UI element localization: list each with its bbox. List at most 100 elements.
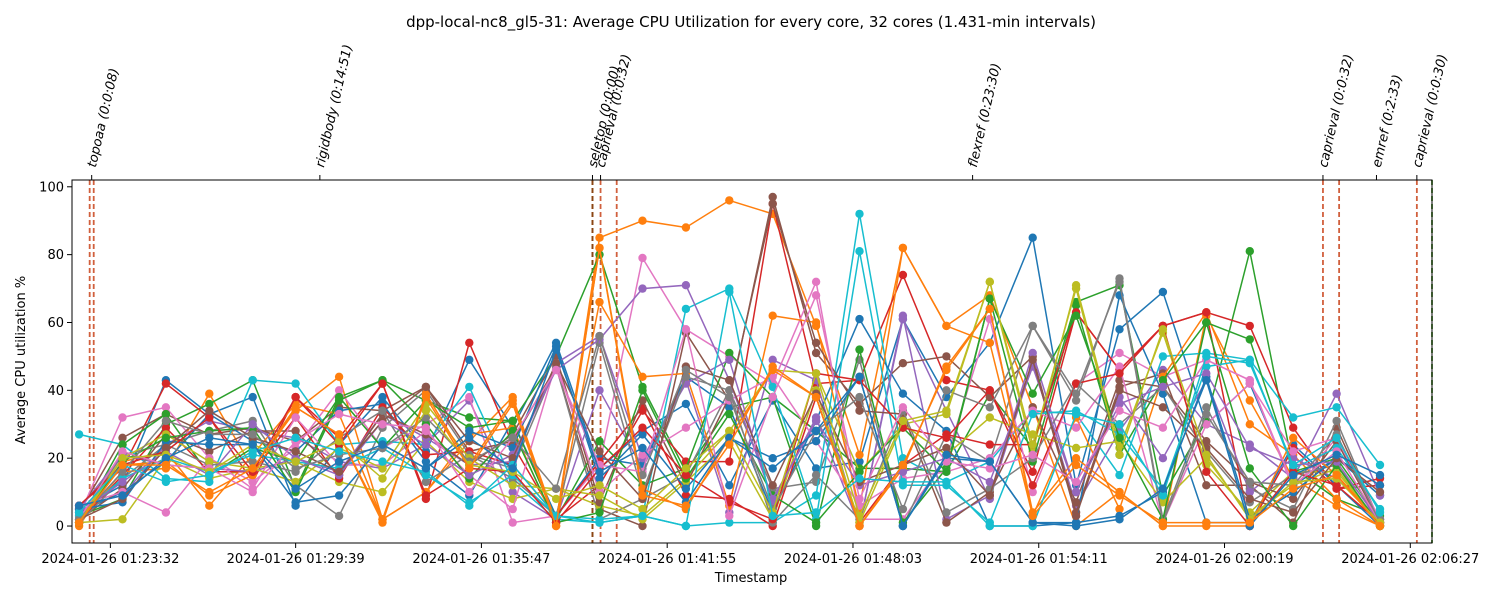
data-point <box>942 443 951 453</box>
data-point <box>118 491 127 500</box>
data-point <box>205 389 214 398</box>
data-point <box>768 511 777 521</box>
data-point <box>1071 477 1081 487</box>
data-point <box>725 440 734 449</box>
series-31 <box>74 345 1385 531</box>
data-point <box>1202 308 1211 317</box>
data-point <box>1202 376 1211 385</box>
data-point <box>1332 450 1341 459</box>
data-point <box>378 392 387 402</box>
data-point <box>378 515 387 524</box>
data-point <box>74 430 84 439</box>
data-point <box>1115 470 1124 480</box>
data-point <box>638 216 647 225</box>
data-point <box>74 501 84 510</box>
plot-frame <box>71 179 1433 544</box>
data-point <box>595 508 604 517</box>
data-point <box>855 372 864 381</box>
data-point <box>1115 277 1124 286</box>
data-point <box>465 382 474 392</box>
y-tick-label: 60 <box>47 316 64 331</box>
x-tick-label: 2024-01-26 01:54:11 <box>970 552 1108 567</box>
data-point <box>768 311 777 320</box>
data-point <box>638 504 647 514</box>
data-point <box>898 504 908 514</box>
data-point <box>1202 437 1211 446</box>
data-point <box>1158 403 1168 412</box>
data-point <box>1245 443 1255 453</box>
data-point <box>855 247 864 256</box>
data-point <box>291 433 300 442</box>
data-point <box>725 348 734 358</box>
data-point <box>985 294 994 303</box>
data-point <box>421 382 431 392</box>
data-point <box>1158 325 1168 334</box>
data-point <box>161 443 171 453</box>
data-point <box>551 484 561 493</box>
data-point <box>291 447 300 456</box>
data-point <box>465 501 474 510</box>
y-tick-label: 40 <box>47 384 64 399</box>
data-point <box>551 521 561 531</box>
data-point <box>1071 379 1081 388</box>
data-point <box>1071 409 1081 419</box>
x-tick-label: 2024-01-26 01:48:03 <box>784 552 922 567</box>
data-point <box>118 440 127 449</box>
data-point <box>1158 287 1168 297</box>
data-point <box>1115 362 1124 371</box>
data-point <box>595 297 604 307</box>
data-point <box>421 457 431 466</box>
data-point <box>638 511 647 521</box>
data-point <box>595 331 604 341</box>
data-point <box>1071 460 1081 470</box>
data-point <box>855 314 864 324</box>
event-label: caprieval (0:0:30) <box>1410 53 1451 169</box>
data-point <box>768 362 777 371</box>
data-point <box>1071 396 1081 405</box>
x-axis-label: Timestamp <box>714 571 788 586</box>
data-point <box>681 223 691 232</box>
data-point <box>74 508 84 517</box>
data-point <box>1158 352 1168 361</box>
data-point <box>768 392 777 402</box>
data-point <box>378 464 387 473</box>
data-point <box>378 420 387 429</box>
x-tick-label: 2024-01-26 02:06:27 <box>1341 552 1479 567</box>
data-point <box>768 199 777 208</box>
data-point <box>811 470 821 480</box>
data-point <box>1202 518 1211 527</box>
data-point <box>768 494 777 504</box>
data-point <box>638 253 647 263</box>
data-point <box>725 355 734 364</box>
data-point <box>1289 484 1298 493</box>
data-point <box>1202 369 1211 378</box>
data-point <box>942 376 951 385</box>
data-point <box>161 403 171 412</box>
data-point <box>508 399 517 409</box>
data-point <box>1375 521 1385 531</box>
data-point <box>248 440 257 449</box>
data-point <box>595 243 604 253</box>
data-point <box>1202 403 1211 412</box>
data-point <box>421 392 431 402</box>
data-point <box>508 426 517 436</box>
data-point <box>1332 470 1341 480</box>
data-point <box>811 437 821 446</box>
data-point <box>1245 335 1255 344</box>
data-point <box>248 392 257 402</box>
data-point <box>942 352 951 361</box>
data-point <box>681 399 691 409</box>
data-point <box>898 477 908 487</box>
data-point <box>421 440 431 449</box>
data-point <box>595 491 604 500</box>
x-tick-label: 2024-01-26 01:35:47 <box>412 552 550 567</box>
data-point <box>421 464 431 473</box>
data-point <box>1158 454 1168 463</box>
data-point <box>508 518 517 527</box>
x-tick-label: 2024-01-26 01:29:39 <box>227 552 365 567</box>
data-point <box>1115 369 1124 378</box>
data-point <box>378 440 387 449</box>
data-point <box>118 413 127 422</box>
event-label: caprieval (0:0:32) <box>1316 53 1357 169</box>
data-point <box>1028 481 1037 490</box>
